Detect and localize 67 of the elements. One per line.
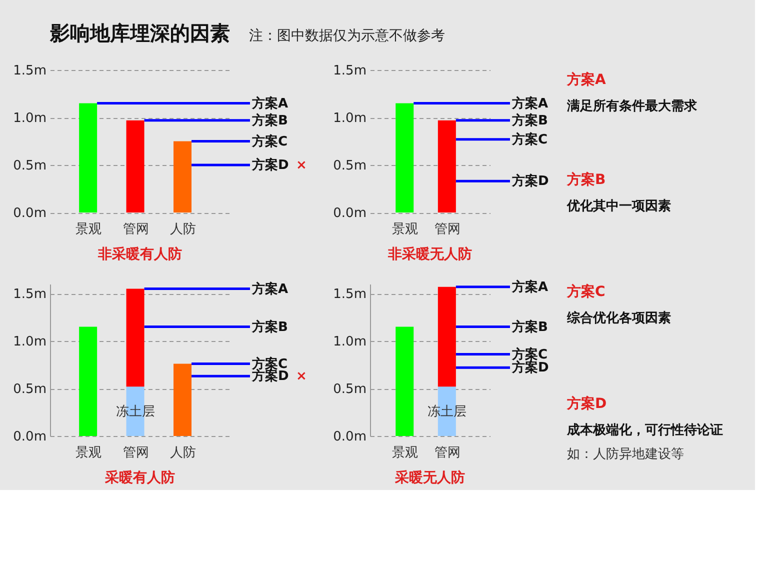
x-tick-label: 景观 <box>392 222 418 237</box>
text: 如：人防异地建设等 <box>567 447 684 462</box>
ref-line-label: 方案A <box>511 278 548 295</box>
ref-line-label: 方案D <box>251 368 289 384</box>
ref-line-label: 方案B <box>251 318 288 335</box>
ref-line-label: 方案D <box>511 173 549 190</box>
y-tick-label: 1.0m <box>13 334 46 350</box>
bar <box>79 326 98 436</box>
y-tick-label: 1.5m <box>333 64 366 78</box>
ref-line-label: 方案B <box>251 112 288 128</box>
y-tick-label: 1.5m <box>13 287 46 302</box>
y-tick-label: 0.5m <box>333 158 366 174</box>
text: × <box>296 158 307 173</box>
y-tick-label: 0.5m <box>333 382 366 397</box>
text: 非采暖有人防 <box>97 246 182 262</box>
y-tick-label: 0.5m <box>13 382 46 397</box>
bar <box>396 326 414 436</box>
bar <box>126 288 144 387</box>
x-tick-label: 管网 <box>122 446 149 460</box>
text: 非采暖无人防 <box>387 246 472 262</box>
ref-line-label: 方案B <box>511 112 548 128</box>
bar <box>79 103 98 212</box>
y-tick-label: 1.0m <box>333 111 366 126</box>
y-tick-label: 1.5m <box>13 64 46 78</box>
bar <box>174 141 192 212</box>
y-tick-label: 1.0m <box>333 334 366 350</box>
y-tick-label: 0.5m <box>13 158 46 174</box>
x-tick-label: 景观 <box>76 446 102 460</box>
text: 优化其中一项因素 <box>566 198 671 214</box>
bar <box>174 364 192 436</box>
x-tick-label: 管网 <box>122 222 149 237</box>
text: 采暖有人防 <box>104 469 175 486</box>
x-tick-label: 管网 <box>434 446 460 460</box>
y-tick-label: 1.5m <box>333 287 366 302</box>
text: × <box>296 369 307 384</box>
bar <box>126 120 144 212</box>
text: 满足所有条件最大需求 <box>566 98 698 114</box>
text: 综合优化各项因素 <box>566 310 671 326</box>
ref-line-label: 方案D <box>511 360 549 376</box>
ref-line-label: 方案A <box>251 95 288 112</box>
y-tick-label: 0.0m <box>13 430 46 444</box>
series-label: 冻土层 <box>116 404 155 420</box>
series-label: 冻土层 <box>427 404 466 420</box>
bar <box>438 286 456 387</box>
ref-line-label: 方案A <box>511 95 548 112</box>
ref-line-label: 方案C <box>251 133 288 150</box>
text: 方案D <box>566 395 607 412</box>
x-tick-label: 景观 <box>76 222 102 237</box>
text: 方案B <box>566 171 606 188</box>
text: 注：图中数据仅为示意不做参考 <box>249 28 445 44</box>
y-tick-label: 1.0m <box>13 111 46 126</box>
text: 方案A <box>566 71 606 88</box>
x-tick-label: 人防 <box>170 446 196 460</box>
text: 影响地库埋深的因素 <box>49 21 230 45</box>
text: 采暖无人防 <box>394 469 465 486</box>
x-tick-label: 管网 <box>434 222 460 237</box>
ref-line-label: 方案C <box>511 131 548 148</box>
ref-line-label: 方案B <box>511 318 548 335</box>
text: 成本极端化，可行性待论证 <box>566 423 723 438</box>
ref-line-label: 方案A <box>251 280 288 297</box>
x-tick-label: 人防 <box>170 222 196 237</box>
y-tick-label: 0.0m <box>13 206 46 221</box>
y-tick-label: 0.0m <box>333 206 366 221</box>
y-tick-label: 0.0m <box>333 430 366 444</box>
ref-line-label: 方案D <box>251 157 289 173</box>
x-tick-label: 景观 <box>392 446 418 460</box>
text: 方案C <box>566 283 606 300</box>
